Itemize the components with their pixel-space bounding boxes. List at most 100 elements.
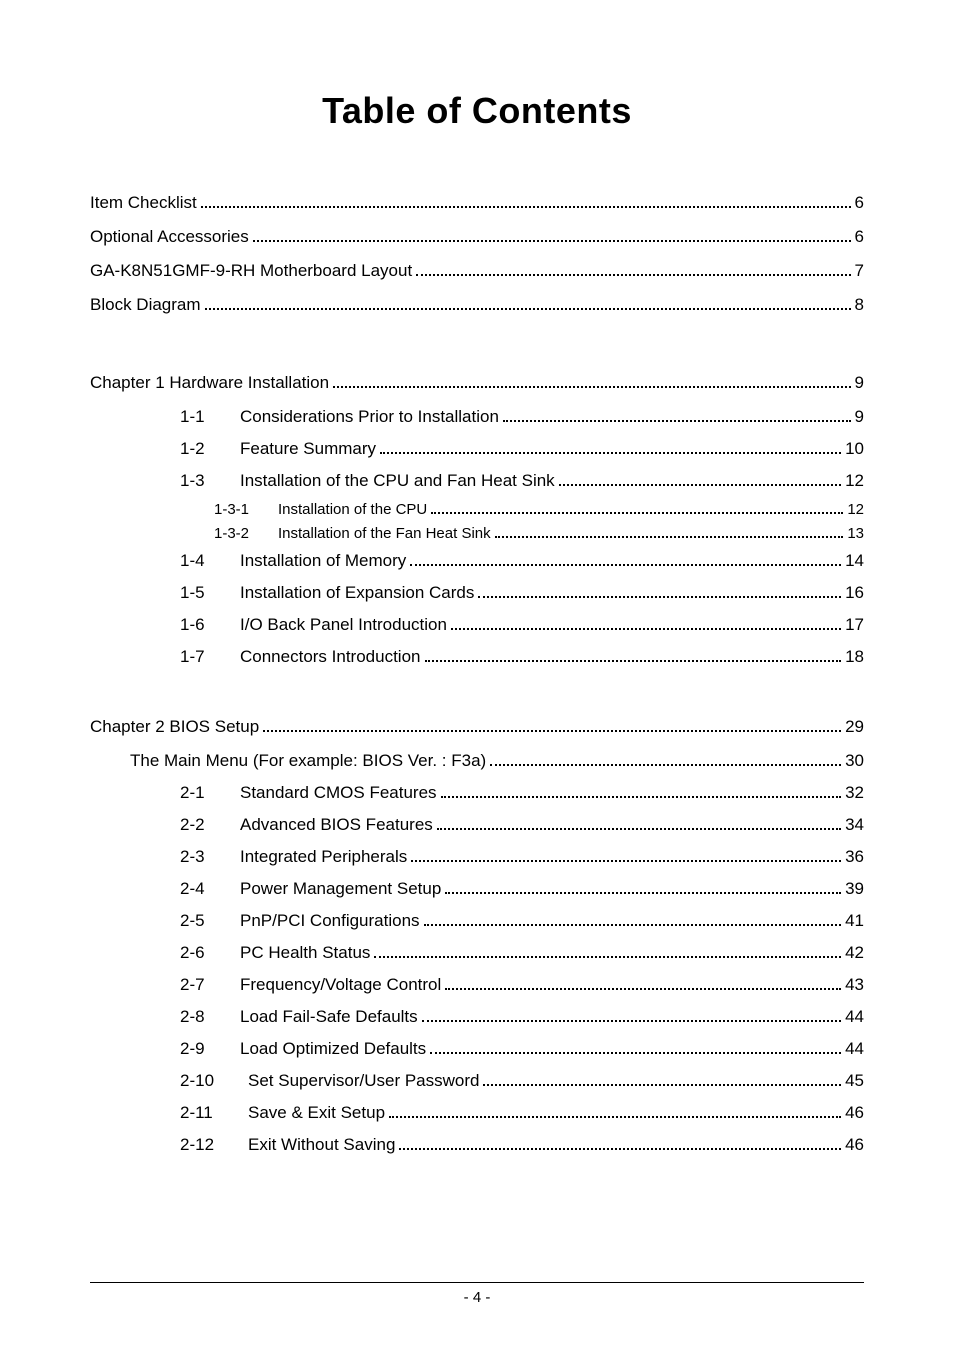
toc-entry-label: 2-8Load Fail-Safe Defaults (180, 1002, 418, 1032)
toc-entry-num: 2-2 (180, 810, 240, 840)
toc-entry-label: 2-1Standard CMOS Features (180, 778, 437, 808)
toc-subentry: 2-1Standard CMOS Features 32 (90, 778, 864, 808)
toc-entry-page: 44 (845, 1034, 864, 1064)
toc-entry-label: 2-6PC Health Status (180, 938, 370, 968)
toc-subentry: 1-1Considerations Prior to Installation … (90, 402, 864, 432)
toc-dots (483, 1069, 841, 1086)
toc-entry-label: 1-6I/O Back Panel Introduction (180, 610, 447, 640)
toc-entry-num: 1-7 (180, 642, 240, 672)
toc-dots (263, 715, 841, 732)
toc-entry-label: 2-5PnP/PCI Configurations (180, 906, 420, 936)
toc-entry-num: 1-1 (180, 402, 240, 432)
toc-entry-num: 1-5 (180, 578, 240, 608)
toc-entry-num: 1-3 (180, 466, 240, 496)
toc-dots (559, 469, 841, 486)
toc-subentry: 2-5PnP/PCI Configurations 41 (90, 906, 864, 936)
toc-subentry: 1-2Feature Summary 10 (90, 434, 864, 464)
toc-subentry: 2-3Integrated Peripherals 36 (90, 842, 864, 872)
toc-entry-label: 2-3Integrated Peripherals (180, 842, 407, 872)
toc-entry-num: 2-4 (180, 874, 240, 904)
toc-entry-num: 2-8 (180, 1002, 240, 1032)
toc-dots (205, 293, 851, 310)
toc-dots (445, 877, 841, 894)
toc-subentry: 2-6PC Health Status 42 (90, 938, 864, 968)
toc-entry-page: 42 (845, 938, 864, 968)
toc-entry-num: 1-2 (180, 434, 240, 464)
toc-entry-label: 1-3-1Installation of the CPU (214, 498, 427, 522)
toc-entry-page: 6 (855, 188, 864, 218)
toc-entry-num: 1-3-1 (214, 498, 278, 522)
toc-subentry: 1-7Connectors Introduction 18 (90, 642, 864, 672)
toc-subsubentry: 1-3-1Installation of the CPU 12 (90, 498, 864, 522)
toc-entry-num: 2-10 (180, 1066, 248, 1096)
toc-entry-label: GA-K8N51GMF-9-RH Motherboard Layout (90, 256, 412, 286)
toc-dots (374, 941, 841, 958)
toc-entry-page: 44 (845, 1002, 864, 1032)
toc-dots (495, 523, 844, 539)
page: Table of Contents Item Checklist 6 Optio… (0, 0, 954, 1352)
toc-entry-label: 2-11Save & Exit Setup (180, 1098, 385, 1128)
toc-dots (253, 225, 851, 242)
toc-dots (333, 371, 850, 388)
toc-entry-page: 46 (845, 1098, 864, 1128)
toc-entry-page: 6 (855, 222, 864, 252)
toc-subentry: 2-9Load Optimized Defaults 44 (90, 1034, 864, 1064)
toc-entry-label: 1-1Considerations Prior to Installation (180, 402, 499, 432)
toc-entry-page: 17 (845, 610, 864, 640)
toc-entry-num: 2-6 (180, 938, 240, 968)
toc-entry-page: 43 (845, 970, 864, 1000)
toc-entry-label: 1-3-2Installation of the Fan Heat Sink (214, 522, 491, 546)
toc-entry-page: 36 (845, 842, 864, 872)
toc-entry-label: 2-7Frequency/Voltage Control (180, 970, 441, 1000)
toc-entry: Item Checklist 6 (90, 188, 864, 218)
footer-divider (90, 1282, 864, 1283)
toc-entry-label: Block Diagram (90, 290, 201, 320)
toc-dots (380, 437, 841, 454)
toc-entry: GA-K8N51GMF-9-RH Motherboard Layout 7 (90, 256, 864, 286)
toc-entry-label: 1-7Connectors Introduction (180, 642, 421, 672)
toc-subentry: 1-4Installation of Memory 14 (90, 546, 864, 576)
toc-dots (451, 613, 841, 630)
toc-entry-page: 29 (845, 712, 864, 742)
toc-dots (424, 909, 842, 926)
toc-chapter-heading: Chapter 1 Hardware Installation 9 (90, 368, 864, 398)
toc-entry-num: 2-7 (180, 970, 240, 1000)
toc-entry-label: 2-2Advanced BIOS Features (180, 810, 433, 840)
toc-entry-page: 9 (855, 368, 864, 398)
toc-subentry: 2-4Power Management Setup 39 (90, 874, 864, 904)
page-footer: - 4 - (90, 1282, 864, 1306)
toc-entry-label: 2-12Exit Without Saving (180, 1130, 395, 1160)
toc-entry: Optional Accessories 6 (90, 222, 864, 252)
toc-entry-label: Optional Accessories (90, 222, 249, 252)
toc-entry-label: Item Checklist (90, 188, 197, 218)
toc-entry-page: 45 (845, 1066, 864, 1096)
toc-dots (425, 645, 842, 662)
toc-dots (503, 405, 851, 422)
toc-entry-label: Chapter 2 BIOS Setup (90, 712, 259, 742)
page-title: Table of Contents (90, 90, 864, 132)
toc-subentry: 2-12Exit Without Saving 46 (90, 1130, 864, 1160)
toc-dots (445, 973, 841, 990)
toc-entry-num: 2-5 (180, 906, 240, 936)
toc-entry-page: 30 (845, 746, 864, 776)
toc-entry-num: 1-3-2 (214, 522, 278, 546)
toc-body: Item Checklist 6 Optional Accessories 6 … (90, 188, 864, 1160)
toc-dots (478, 581, 841, 598)
toc-dots (441, 781, 842, 798)
toc-entry-label: Chapter 1 Hardware Installation (90, 368, 329, 398)
toc-entry-page: 12 (845, 466, 864, 496)
toc-subentry: 1-5Installation of Expansion Cards 16 (90, 578, 864, 608)
toc-entry-label: 1-2Feature Summary (180, 434, 376, 464)
toc-entry-page: 13 (847, 522, 864, 546)
toc-entry-page: 10 (845, 434, 864, 464)
toc-entry-num: 2-11 (180, 1098, 248, 1128)
toc-entry-label: 2-9Load Optimized Defaults (180, 1034, 426, 1064)
toc-subentry: 1-3Installation of the CPU and Fan Heat … (90, 466, 864, 496)
toc-dots (399, 1133, 841, 1150)
toc-dots (430, 1037, 841, 1054)
toc-entry-page: 41 (845, 906, 864, 936)
toc-entry-label: The Main Menu (For example: BIOS Ver. : … (130, 746, 486, 776)
toc-entry-page: 46 (845, 1130, 864, 1160)
toc-entry-num: 2-9 (180, 1034, 240, 1064)
toc-dots (411, 845, 841, 862)
